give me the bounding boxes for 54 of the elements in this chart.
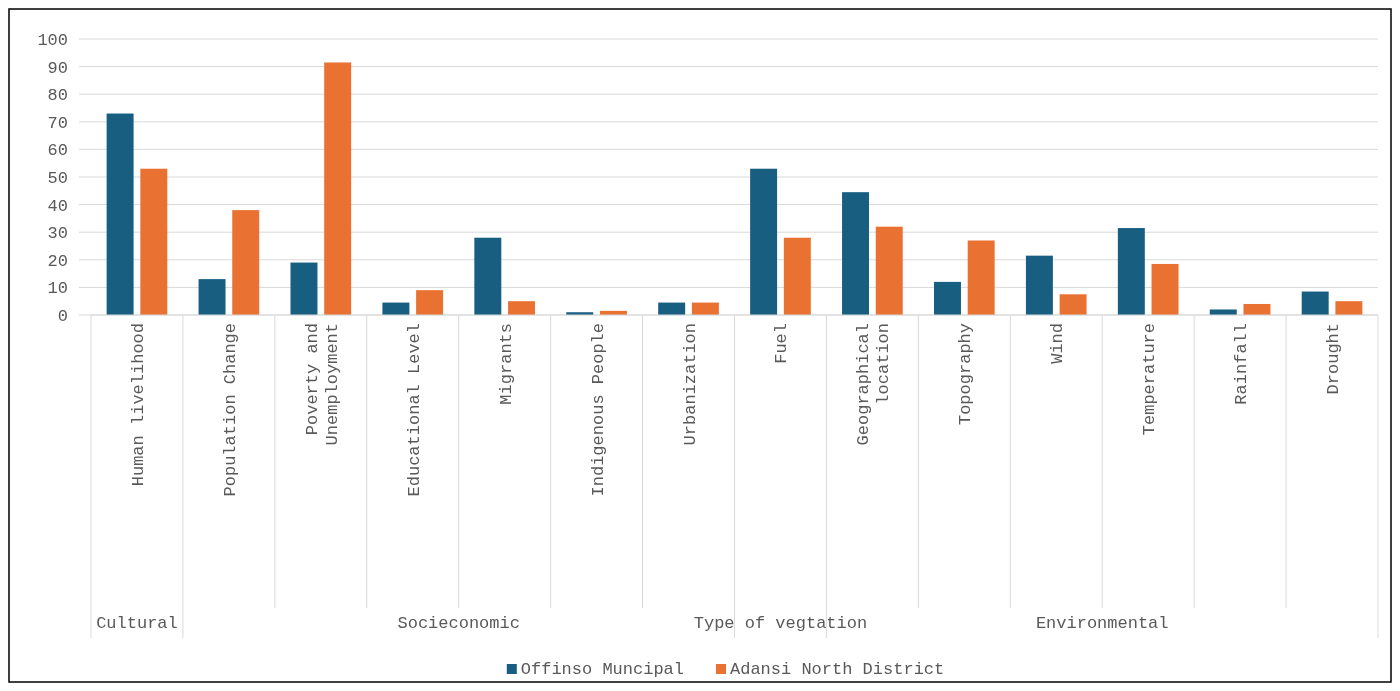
bar [290, 262, 318, 315]
x-tick-label: Human livelihood [128, 323, 148, 487]
text: Cultural [96, 614, 178, 633]
bar [933, 281, 961, 315]
y-tick-label: 70 [47, 113, 68, 133]
x-tick-label: Educational Level [404, 323, 424, 497]
y-tick-label: 30 [47, 224, 68, 244]
x-tick-label: Temperature [1140, 323, 1160, 436]
y-tick-label: 60 [47, 141, 68, 161]
y-tick-label: 40 [47, 196, 68, 216]
x-tick-label: Wind [1048, 323, 1068, 364]
bar [1243, 303, 1271, 315]
x-tick-label: Topography [956, 323, 976, 426]
y-tick-label: 10 [47, 279, 68, 299]
legend-label: Adansi North District [730, 660, 945, 679]
bar [416, 290, 444, 315]
x-tick-label: Poverty and Unemployment [302, 323, 342, 446]
x-tick-label: Drought [1324, 323, 1344, 395]
bar [783, 237, 811, 315]
text: Socieconomic [397, 614, 520, 633]
bar [140, 168, 168, 315]
bar [474, 237, 502, 315]
y-tick-label: 80 [47, 86, 68, 106]
bar [198, 279, 226, 315]
bar [750, 168, 778, 315]
x-tick-label: Urbanization [680, 323, 700, 446]
bar [324, 62, 352, 315]
legend-label: Offinso Muncipal [520, 660, 685, 679]
y-tick-label: 0 [57, 306, 68, 326]
bar [1151, 263, 1179, 315]
y-tick-label: 50 [47, 168, 68, 188]
text: Type of vegtation [693, 614, 868, 633]
x-tick-label: Indigenous People [588, 323, 608, 497]
x-tick-label: Migrants [496, 323, 516, 405]
x-tick-label: Geographical location [854, 323, 894, 446]
x-tick-label: Fuel [772, 323, 792, 364]
bar [1025, 255, 1053, 315]
bar [106, 113, 134, 315]
y-tick-label: 90 [47, 58, 68, 78]
bar [508, 301, 536, 315]
bar [967, 240, 995, 315]
bar [232, 210, 260, 315]
text: Environmental [1035, 614, 1169, 633]
bar [842, 192, 870, 315]
x-tick-label: Population Change [220, 323, 240, 497]
x-tick-label: Rainfall [1232, 323, 1252, 405]
y-tick-label: 100 [37, 30, 68, 50]
bar [1335, 301, 1363, 315]
y-tick-label: 20 [47, 251, 68, 271]
bar [1301, 291, 1329, 315]
bar [1209, 309, 1237, 315]
bar [875, 226, 903, 315]
bar [1059, 294, 1087, 315]
bar [1117, 228, 1145, 315]
